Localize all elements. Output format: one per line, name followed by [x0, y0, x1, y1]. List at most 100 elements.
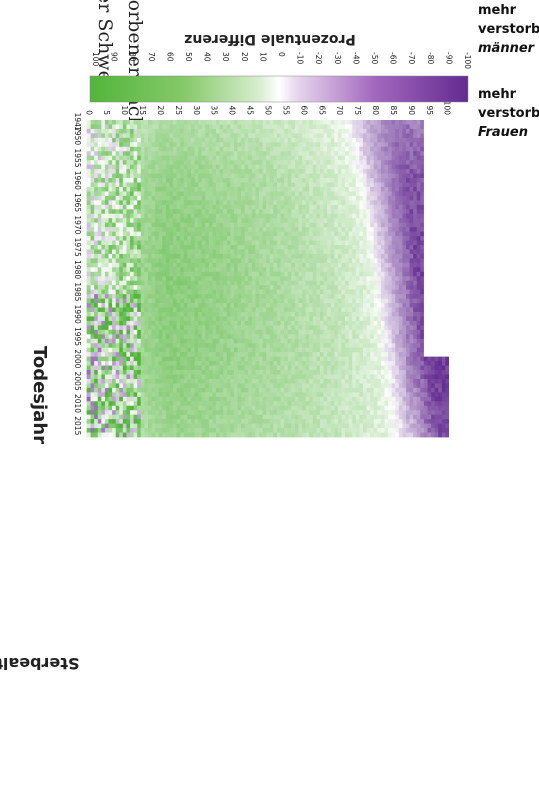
heatmap-cell [108, 200, 113, 206]
heatmap-cell [226, 133, 231, 139]
heatmap-cell [151, 151, 156, 157]
heatmap-cell [258, 137, 263, 143]
heatmap-cell [126, 262, 131, 268]
heatmap-cell [172, 218, 177, 224]
heatmap-cell [93, 120, 98, 125]
heatmap-cell [358, 303, 363, 308]
heatmap-cell [269, 352, 274, 358]
heatmap-cell [194, 325, 199, 331]
heatmap-cell [290, 186, 295, 192]
heatmap-cell [240, 240, 245, 246]
heatmap-cell [319, 338, 324, 344]
heatmap-cell [237, 231, 242, 237]
heatmap-cell [373, 169, 378, 174]
heatmap-cell [272, 352, 277, 358]
heatmap-cell [272, 276, 277, 282]
heatmap-cell [351, 182, 356, 188]
heatmap-cell [351, 276, 356, 282]
heatmap-cell [326, 352, 331, 358]
heatmap-cell [169, 294, 174, 299]
heatmap-cell [219, 329, 224, 335]
heatmap-cell [197, 169, 202, 174]
heatmap-cell [86, 343, 91, 349]
heatmap-cell [366, 200, 371, 206]
heatmap-cell [394, 258, 399, 264]
heatmap-cell [226, 338, 231, 344]
heatmap-cell [93, 164, 98, 170]
heatmap-cell [312, 120, 317, 125]
heatmap-cell [294, 218, 299, 224]
heatmap-cell [394, 213, 399, 219]
heatmap-cell [380, 262, 385, 268]
heatmap-cell [219, 200, 224, 206]
heatmap-cell [176, 133, 181, 139]
heatmap-cell [351, 160, 356, 166]
heatmap-cell [244, 253, 249, 259]
heatmap-cell [237, 311, 242, 317]
heatmap-cell [255, 325, 260, 331]
heatmap-cell [366, 249, 371, 255]
heatmap-cell [147, 124, 152, 130]
heatmap-cell [308, 303, 313, 308]
heatmap-cell [169, 338, 174, 344]
heatmap-cell [391, 160, 396, 166]
heatmap-cell [330, 178, 335, 183]
heatmap-cell [312, 164, 317, 170]
heatmap-cell [247, 253, 252, 259]
heatmap-cell [312, 352, 317, 358]
heatmap-cell [319, 142, 324, 148]
heatmap-cell [229, 334, 234, 340]
heatmap-cell [269, 178, 274, 183]
heatmap-cell [269, 280, 274, 286]
heatmap-cell [197, 298, 202, 304]
heatmap-cell [258, 258, 263, 264]
heatmap-cell [330, 262, 335, 268]
heatmap-cell [358, 311, 363, 317]
heatmap-cell [151, 146, 156, 152]
heatmap-cell [251, 334, 256, 340]
heatmap-cell [373, 151, 378, 157]
heatmap-cell [165, 231, 170, 237]
heatmap-cell [265, 186, 270, 192]
heatmap-cell [190, 169, 195, 174]
heatmap-cell [398, 160, 403, 166]
heatmap-cell [366, 182, 371, 188]
heatmap-cell [179, 316, 184, 322]
heatmap-cell [272, 294, 277, 299]
heatmap-cell [326, 182, 331, 188]
heatmap-cell [258, 334, 263, 340]
heatmap-cell [233, 303, 238, 308]
heatmap-cell [398, 298, 403, 304]
heatmap-cell [258, 245, 263, 250]
heatmap-cell [412, 325, 417, 331]
heatmap-cell [373, 329, 378, 335]
heatmap-cell [183, 307, 188, 313]
heatmap-cell [419, 120, 424, 125]
heatmap-cell [244, 227, 249, 233]
heatmap-cell [373, 191, 378, 197]
heatmap-cell [215, 222, 220, 228]
heatmap-cell [398, 276, 403, 282]
heatmap-cell [312, 285, 317, 291]
heatmap-cell [122, 316, 127, 322]
heatmap-cell [226, 231, 231, 237]
heatmap-cell [104, 218, 109, 224]
heatmap-cell [161, 285, 166, 291]
heatmap-cell [97, 213, 102, 219]
heatmap-cell [387, 236, 392, 241]
heatmap-cell [269, 294, 274, 299]
heatmap-cell [269, 213, 274, 219]
heatmap-cell [348, 289, 353, 295]
heatmap-cell [194, 311, 199, 317]
heatmap-cell [165, 240, 170, 246]
heatmap-cell [197, 178, 202, 183]
heatmap-cell [298, 146, 303, 152]
heatmap-cell [330, 311, 335, 317]
heatmap-cell [366, 218, 371, 224]
heatmap-cell [305, 169, 310, 174]
heatmap-cell [326, 213, 331, 219]
heatmap-cell [140, 222, 145, 228]
heatmap-cell [143, 133, 148, 139]
heatmap-cell [165, 329, 170, 335]
heatmap-cell [355, 160, 360, 166]
